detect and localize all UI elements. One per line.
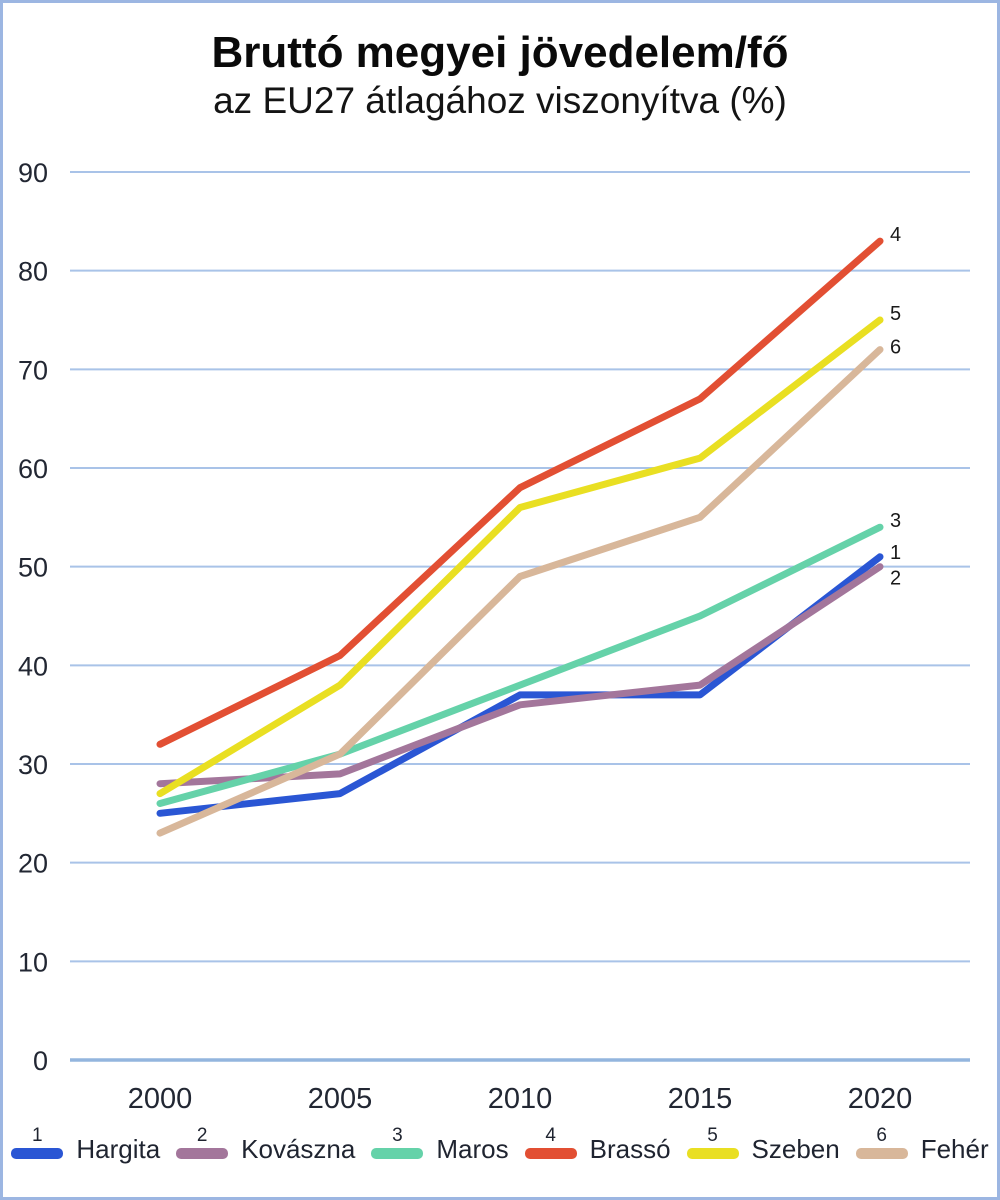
series-line-kovászna bbox=[156, 563, 884, 788]
legend-swatch bbox=[524, 1148, 577, 1159]
chart-subtitle: az EU27 átlagához viszonyítva (%) bbox=[213, 80, 787, 122]
legend-series-number: 4 bbox=[545, 1125, 556, 1146]
legend-label: Brassó bbox=[589, 1134, 671, 1164]
x-tick-label-2020: 2020 bbox=[848, 1083, 913, 1115]
legend-label: Hargita bbox=[76, 1134, 161, 1164]
legend-key: 1 bbox=[11, 1125, 64, 1159]
chart-legend: 1 Hargita 2 Kovászna 3 Maros 4 Brassó 5 Szeben 6 Fe… bbox=[0, 1125, 1000, 1164]
x-tick-label-2005: 2005 bbox=[308, 1083, 373, 1115]
legend-swatch bbox=[686, 1148, 739, 1159]
series-end-number-5: 5 bbox=[890, 303, 901, 325]
legend-label: Szeben bbox=[751, 1134, 840, 1164]
series-end-number-2: 2 bbox=[890, 568, 901, 590]
series-end-number-1: 1 bbox=[890, 542, 901, 564]
series-end-number-6: 6 bbox=[890, 337, 901, 359]
legend-item-fehér: 6 Fehér bbox=[855, 1125, 989, 1164]
legend-label: Maros bbox=[436, 1134, 509, 1164]
legend-item-maros: 3 Maros bbox=[371, 1125, 509, 1164]
legend-series-number: 2 bbox=[196, 1125, 208, 1146]
legend-swatch bbox=[176, 1148, 229, 1159]
series-line-maros bbox=[156, 523, 884, 807]
legend-key: 5 bbox=[686, 1125, 739, 1159]
y-tick-label-40: 40 bbox=[18, 651, 48, 681]
legend-item-hargita: 1 Hargita bbox=[11, 1125, 161, 1164]
x-tick-label-2000: 2000 bbox=[128, 1083, 193, 1115]
legend-key: 2 bbox=[176, 1125, 229, 1159]
legend-series-number: 3 bbox=[392, 1125, 403, 1146]
y-tick-label-70: 70 bbox=[18, 355, 48, 385]
legend-swatch bbox=[855, 1148, 908, 1159]
legend-swatch bbox=[371, 1148, 424, 1159]
legend-label: Kovászna bbox=[241, 1134, 356, 1164]
series-end-number-3: 3 bbox=[890, 510, 901, 532]
series-line-brassó bbox=[156, 237, 884, 748]
y-tick-label-20: 20 bbox=[18, 849, 48, 879]
legend-swatch bbox=[11, 1148, 64, 1159]
y-tick-label-10: 10 bbox=[18, 947, 48, 977]
y-tick-label-80: 80 bbox=[18, 257, 48, 287]
legend-label: Fehér bbox=[920, 1134, 989, 1164]
legend-key: 4 bbox=[524, 1125, 577, 1159]
y-tick-label-30: 30 bbox=[18, 750, 48, 780]
legend-key: 3 bbox=[371, 1125, 424, 1159]
legend-item-brassó: 4 Brassó bbox=[524, 1125, 671, 1164]
legend-key: 6 bbox=[855, 1125, 908, 1159]
series-line-szeben bbox=[156, 316, 884, 798]
y-tick-label-50: 50 bbox=[18, 553, 48, 583]
series-end-number-4: 4 bbox=[890, 224, 901, 246]
series-line-fehér bbox=[156, 346, 884, 837]
y-tick-label-90: 90 bbox=[18, 158, 48, 188]
y-tick-label-60: 60 bbox=[18, 454, 48, 484]
legend-item-kovászna: 2 Kovászna bbox=[176, 1125, 356, 1164]
x-tick-label-2015: 2015 bbox=[668, 1083, 733, 1115]
legend-item-szeben: 5 Szeben bbox=[686, 1125, 840, 1164]
legend-series-number: 6 bbox=[876, 1125, 887, 1146]
legend-series-number: 1 bbox=[32, 1125, 43, 1146]
legend-series-number: 5 bbox=[707, 1125, 718, 1146]
y-tick-label-0: 0 bbox=[33, 1046, 48, 1076]
chart-title: Bruttó megyei jövedelem/fő bbox=[211, 28, 789, 77]
x-tick-label-2010: 2010 bbox=[488, 1083, 553, 1115]
